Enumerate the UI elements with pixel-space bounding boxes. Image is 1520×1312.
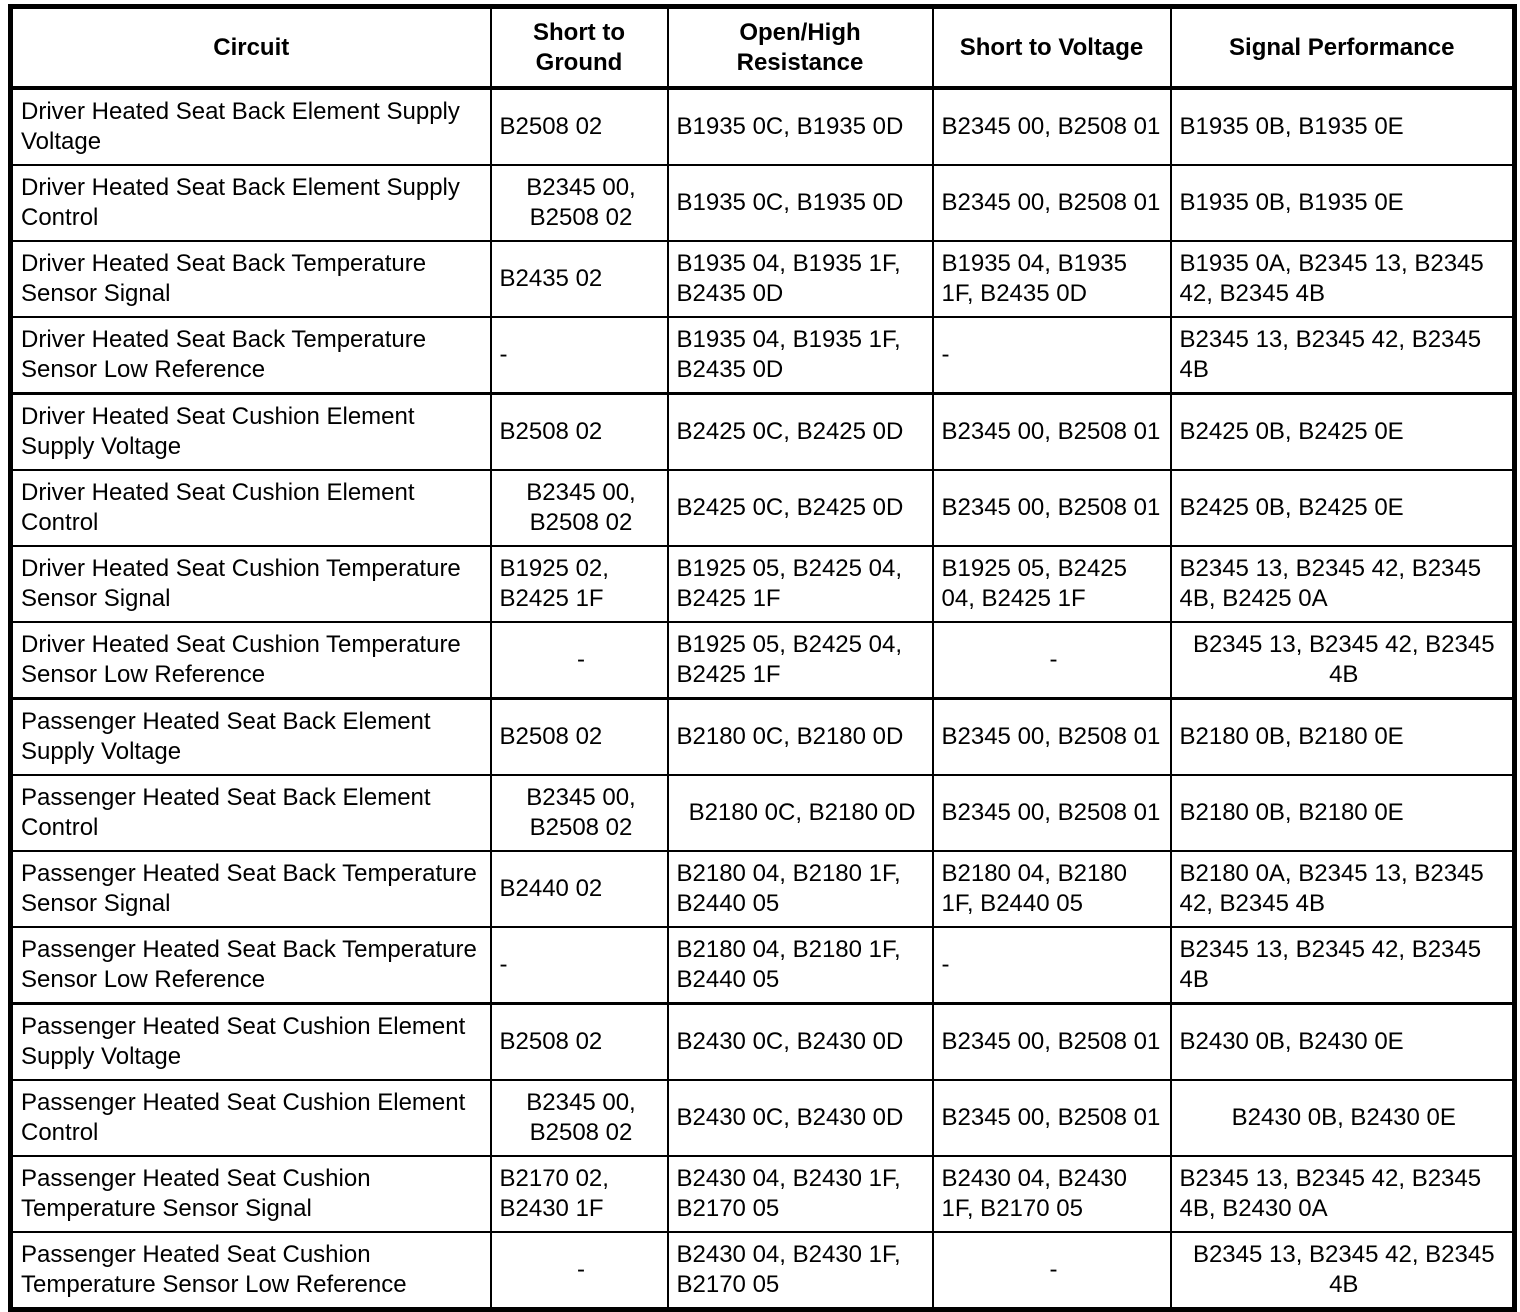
short-to-ground-cell: - — [489, 621, 669, 700]
short-to-voltage-cell: B2180 04, B2180 1F, B2440 05 — [931, 850, 1172, 928]
signal-performance-cell: B2345 13, B2345 42, B2345 4B — [1169, 316, 1516, 395]
short-to-ground-cell: B2440 02 — [489, 850, 669, 928]
table-row: Driver Heated Seat Cushion Element Suppl… — [9, 392, 1516, 471]
short-to-ground-cell: B2345 00, B2508 02 — [489, 469, 669, 547]
signal-performance-cell: B1935 0B, B1935 0E — [1169, 87, 1516, 166]
open-high-resistance-cell: B2430 04, B2430 1F, B2170 05 — [666, 1155, 934, 1233]
short-to-voltage-cell: B2345 00, B2508 01 — [931, 774, 1172, 852]
signal-performance-cell: B2430 0B, B2430 0E — [1169, 1079, 1516, 1157]
dtc-diagnostic-table: Circuit Short to Ground Open/High Resist… — [8, 4, 1517, 1312]
open-high-resistance-cell: B1935 0C, B1935 0D — [666, 164, 934, 242]
short-to-voltage-cell: - — [931, 621, 1172, 700]
short-to-ground-cell: B2508 02 — [489, 392, 669, 471]
short-to-ground-cell: B2508 02 — [489, 697, 669, 776]
open-high-resistance-cell: B2180 04, B2180 1F, B2440 05 — [666, 850, 934, 928]
short-to-voltage-cell: B2345 00, B2508 01 — [931, 87, 1172, 166]
table-body: Driver Heated Seat Back Element Supply V… — [9, 87, 1516, 1311]
circuit-cell: Driver Heated Seat Back Temperature Sens… — [9, 240, 492, 318]
short-to-voltage-cell: B2345 00, B2508 01 — [931, 1079, 1172, 1157]
short-to-voltage-cell: B1925 05, B2425 04, B2425 1F — [931, 545, 1172, 623]
table-row: Passenger Heated Seat Back Temperature S… — [9, 926, 1516, 1005]
short-to-voltage-cell: B2345 00, B2508 01 — [931, 164, 1172, 242]
table-row: Driver Heated Seat Cushion Temperature S… — [9, 545, 1516, 623]
circuit-cell: Driver Heated Seat Cushion Element Suppl… — [9, 392, 492, 471]
short-to-ground-cell: B2508 02 — [489, 87, 669, 166]
open-high-resistance-cell: B2180 0C, B2180 0D — [666, 697, 934, 776]
column-header-open-high-resistance: Open/High Resistance — [666, 5, 934, 90]
signal-performance-cell: B2180 0B, B2180 0E — [1169, 697, 1516, 776]
open-high-resistance-cell: B1935 0C, B1935 0D — [666, 87, 934, 166]
short-to-voltage-cell: B2345 00, B2508 01 — [931, 1002, 1172, 1081]
open-high-resistance-cell: B2425 0C, B2425 0D — [666, 469, 934, 547]
table-row: Driver Heated Seat Back Element Supply V… — [9, 87, 1516, 166]
signal-performance-cell: B2345 13, B2345 42, B2345 4B — [1169, 926, 1516, 1005]
open-high-resistance-cell: B2430 0C, B2430 0D — [666, 1079, 934, 1157]
short-to-voltage-cell: B2430 04, B2430 1F, B2170 05 — [931, 1155, 1172, 1233]
table-row: Passenger Heated Seat Back Element Suppl… — [9, 697, 1516, 776]
circuit-cell: Passenger Heated Seat Back Temperature S… — [9, 850, 492, 928]
circuit-cell: Driver Heated Seat Cushion Temperature S… — [9, 545, 492, 623]
signal-performance-cell: B2345 13, B2345 42, B2345 4B, B2430 0A — [1169, 1155, 1516, 1233]
signal-performance-cell: B2180 0A, B2345 13, B2345 42, B2345 4B — [1169, 850, 1516, 928]
circuit-cell: Passenger Heated Seat Cushion Element Su… — [9, 1002, 492, 1081]
open-high-resistance-cell: B2425 0C, B2425 0D — [666, 392, 934, 471]
circuit-cell: Passenger Heated Seat Cushion Element Co… — [9, 1079, 492, 1157]
circuit-cell: Passenger Heated Seat Back Temperature S… — [9, 926, 492, 1005]
table-row: Passenger Heated Seat Cushion Element Co… — [9, 1079, 1516, 1157]
signal-performance-cell: B2180 0B, B2180 0E — [1169, 774, 1516, 852]
column-header-short-to-ground: Short to Ground — [489, 5, 669, 90]
open-high-resistance-cell: B1925 05, B2425 04, B2425 1F — [666, 621, 934, 700]
table-row: Driver Heated Seat Back Temperature Sens… — [9, 240, 1516, 318]
short-to-ground-cell: B1925 02, B2425 1F — [489, 545, 669, 623]
signal-performance-cell: B1935 0A, B2345 13, B2345 42, B2345 4B — [1169, 240, 1516, 318]
table-row: Passenger Heated Seat Back Element Contr… — [9, 774, 1516, 852]
short-to-ground-cell: B2435 02 — [489, 240, 669, 318]
signal-performance-cell: B1935 0B, B1935 0E — [1169, 164, 1516, 242]
table-row: Driver Heated Seat Back Temperature Sens… — [9, 316, 1516, 395]
short-to-voltage-cell: B2345 00, B2508 01 — [931, 469, 1172, 547]
circuit-cell: Driver Heated Seat Back Element Supply C… — [9, 164, 492, 242]
signal-performance-cell: B2345 13, B2345 42, B2345 4B — [1169, 621, 1516, 700]
table-row: Driver Heated Seat Cushion Element Contr… — [9, 469, 1516, 547]
circuit-cell: Driver Heated Seat Cushion Temperature S… — [9, 621, 492, 700]
column-header-circuit: Circuit — [9, 5, 492, 90]
short-to-ground-cell: B2170 02, B2430 1F — [489, 1155, 669, 1233]
open-high-resistance-cell: B2180 04, B2180 1F, B2440 05 — [666, 926, 934, 1005]
short-to-voltage-cell: B1935 04, B1935 1F, B2435 0D — [931, 240, 1172, 318]
signal-performance-cell: B2425 0B, B2425 0E — [1169, 392, 1516, 471]
open-high-resistance-cell: B1935 04, B1935 1F, B2435 0D — [666, 316, 934, 395]
column-header-signal-performance: Signal Performance — [1169, 5, 1516, 90]
table-row: Passenger Heated Seat Cushion Temperatur… — [9, 1155, 1516, 1233]
table-row: Driver Heated Seat Back Element Supply C… — [9, 164, 1516, 242]
table-header-row: Circuit Short to Ground Open/High Resist… — [9, 5, 1516, 90]
short-to-ground-cell: B2345 00, B2508 02 — [489, 1079, 669, 1157]
short-to-voltage-cell: - — [931, 316, 1172, 395]
short-to-ground-cell: - — [489, 316, 669, 395]
circuit-cell: Driver Heated Seat Cushion Element Contr… — [9, 469, 492, 547]
table-row: Passenger Heated Seat Back Temperature S… — [9, 850, 1516, 928]
table-row: Driver Heated Seat Cushion Temperature S… — [9, 621, 1516, 700]
open-high-resistance-cell: B1925 05, B2425 04, B2425 1F — [666, 545, 934, 623]
short-to-ground-cell: B2508 02 — [489, 1002, 669, 1081]
short-to-ground-cell: B2345 00, B2508 02 — [489, 774, 669, 852]
table-row: Passenger Heated Seat Cushion Element Su… — [9, 1002, 1516, 1081]
column-header-short-to-voltage: Short to Voltage — [931, 5, 1172, 90]
circuit-cell: Passenger Heated Seat Cushion Temperatur… — [9, 1155, 492, 1233]
circuit-cell: Passenger Heated Seat Back Element Contr… — [9, 774, 492, 852]
short-to-ground-cell: - — [489, 926, 669, 1005]
circuit-cell: Passenger Heated Seat Back Element Suppl… — [9, 697, 492, 776]
circuit-cell: Driver Heated Seat Back Element Supply V… — [9, 87, 492, 166]
short-to-voltage-cell: B2345 00, B2508 01 — [931, 392, 1172, 471]
signal-performance-cell: B2345 13, B2345 42, B2345 4B, B2425 0A — [1169, 545, 1516, 623]
circuit-cell: Driver Heated Seat Back Temperature Sens… — [9, 316, 492, 395]
short-to-voltage-cell: - — [931, 926, 1172, 1005]
short-to-ground-cell: B2345 00, B2508 02 — [489, 164, 669, 242]
open-high-resistance-cell: B1935 04, B1935 1F, B2435 0D — [666, 240, 934, 318]
signal-performance-cell: B2425 0B, B2425 0E — [1169, 469, 1516, 547]
open-high-resistance-cell: B2180 0C, B2180 0D — [666, 774, 934, 852]
signal-performance-cell: B2430 0B, B2430 0E — [1169, 1002, 1516, 1081]
open-high-resistance-cell: B2430 0C, B2430 0D — [666, 1002, 934, 1081]
short-to-voltage-cell: B2345 00, B2508 01 — [931, 697, 1172, 776]
